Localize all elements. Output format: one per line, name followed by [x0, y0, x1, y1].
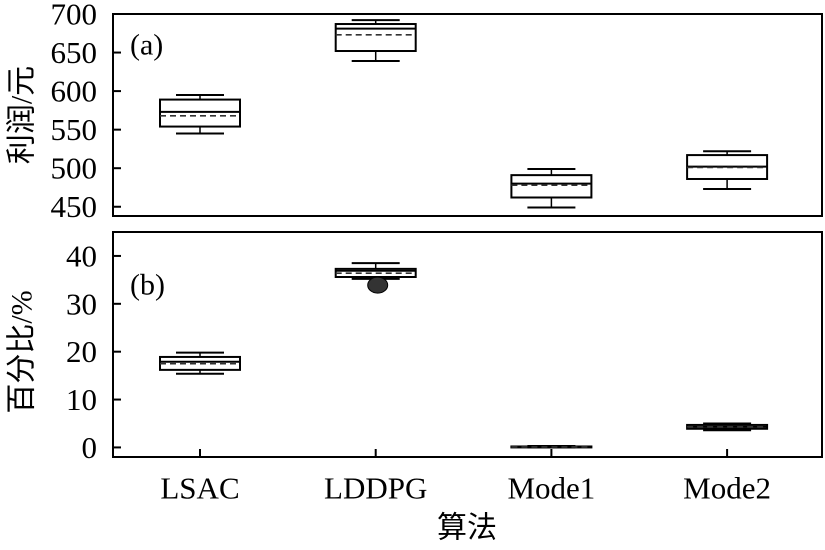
box-mode2 — [686, 422, 769, 432]
y-tick-label: 700 — [51, 0, 98, 32]
y-tick-label: 30 — [66, 286, 97, 321]
box-lsac — [159, 93, 241, 135]
y-tick-label: 550 — [51, 112, 98, 147]
panel-label-b: (b) — [130, 269, 165, 302]
x-tick-label-mode2: Mode2 — [683, 471, 771, 506]
box-mode2 — [686, 150, 769, 191]
box-mode1 — [510, 167, 593, 209]
box-lsac — [159, 351, 241, 375]
panel-label-a: (a) — [130, 29, 163, 62]
y-axis-label-b: 百分比/% — [6, 290, 39, 413]
y-tick-label: 20 — [66, 334, 97, 369]
panel-b: 0 10 20 30 40 — [66, 231, 823, 465]
y-tick-label: 600 — [51, 74, 98, 109]
outlier-point — [367, 276, 389, 294]
box-body — [159, 98, 241, 128]
y-tick-label: 650 — [51, 35, 98, 70]
panel-frame — [112, 231, 823, 458]
y-tick-label: 10 — [66, 382, 97, 417]
y-axis-label-a: 利润/元 — [6, 66, 39, 164]
y-tick-label: 40 — [66, 238, 97, 273]
box-lddpg — [334, 19, 417, 63]
y-tick-label: 500 — [51, 151, 98, 186]
x-tick-label-lddpg: LDDPG — [324, 471, 427, 506]
panel-frame — [112, 13, 823, 217]
box-body — [510, 174, 593, 199]
x-axis-label: 算法 — [437, 512, 497, 545]
box-mode1 — [510, 444, 593, 449]
box-lddpg — [334, 262, 417, 294]
y-tick-label: 450 — [51, 189, 98, 224]
x-tick-label-mode1: Mode1 — [507, 471, 595, 506]
y-tick-label: 0 — [82, 430, 98, 465]
x-tick-label-lsac: LSAC — [160, 471, 239, 506]
